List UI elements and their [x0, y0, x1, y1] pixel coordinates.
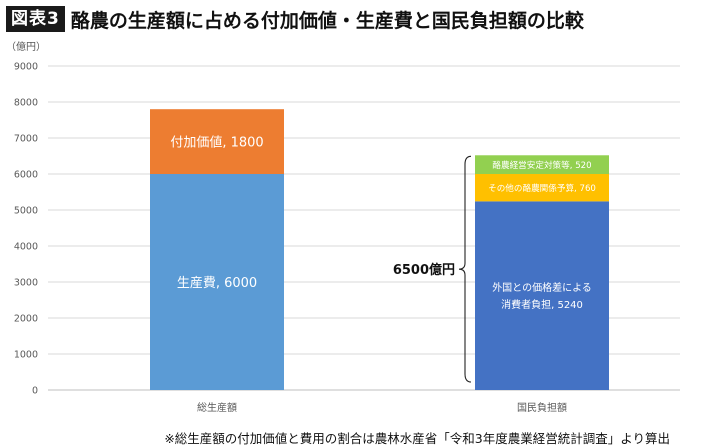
x-category-label: 総生産額	[197, 401, 237, 414]
x-category-label: 国民負担額	[517, 401, 567, 414]
y-tick-label: 1000	[14, 350, 38, 361]
bar-segment	[475, 174, 609, 202]
brace-annotation	[458, 155, 472, 383]
y-tick-label: 5000	[14, 206, 38, 217]
bar-segment	[475, 201, 609, 390]
y-tick-label: 2000	[14, 314, 38, 325]
chart-title-row: 図表3 酪農の生産額に占める付加価値・生産費と国民負担額の比較	[6, 4, 584, 34]
brace-annotation-label: 6500億円	[393, 262, 455, 278]
bar-data-label: 外国との価格差による	[492, 281, 592, 294]
chart-title: 酪農の生産額に占める付加価値・生産費と国民負担額の比較	[70, 9, 584, 32]
y-tick-label: 8000	[14, 98, 38, 109]
y-tick-label: 4000	[14, 242, 38, 253]
figure-number-badge: 図表3	[6, 6, 65, 32]
y-tick-label: 3000	[14, 278, 38, 289]
y-tick-label: 7000	[14, 134, 38, 145]
bar-data-label: 酪農経営安定対策等, 520	[492, 159, 591, 171]
bar-data-label: 生産費, 6000	[177, 275, 257, 291]
bar-segment	[150, 109, 284, 174]
y-tick-label: 9000	[14, 62, 38, 73]
bar-segment	[150, 174, 284, 390]
bar-data-label: 消費者負担, 5240	[501, 298, 583, 311]
bar-segment	[475, 155, 609, 174]
y-tick-label: 0	[32, 386, 38, 397]
bar-data-label: 付加価値, 1800	[170, 135, 263, 151]
y-tick-label: 6000	[14, 170, 38, 181]
bar-data-label: その他の酪農関係予算, 760	[488, 182, 596, 194]
y-axis-unit-label: （億円）	[6, 42, 46, 53]
footnote: ※総生産額の付加価値と費用の割合は農林水産省「令和3年度農業経営統計調査」より算…	[164, 431, 670, 446]
